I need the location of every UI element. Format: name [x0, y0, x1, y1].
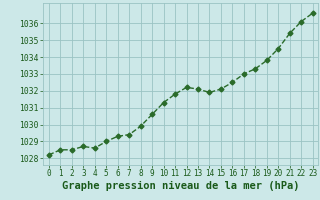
- X-axis label: Graphe pression niveau de la mer (hPa): Graphe pression niveau de la mer (hPa): [62, 181, 300, 191]
